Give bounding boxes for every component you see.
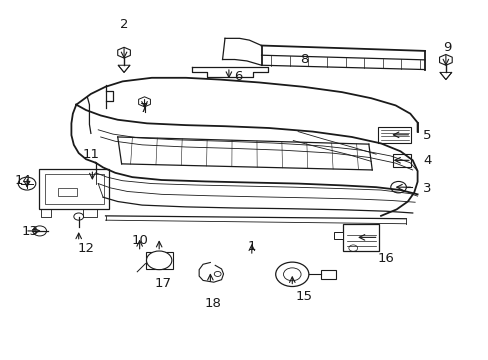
Bar xyxy=(343,224,378,251)
Text: 14: 14 xyxy=(14,174,31,186)
Text: 11: 11 xyxy=(82,148,99,161)
Bar xyxy=(333,232,343,239)
Text: 3: 3 xyxy=(422,183,431,195)
Circle shape xyxy=(146,251,171,270)
Circle shape xyxy=(275,262,308,287)
Polygon shape xyxy=(118,47,130,58)
Bar xyxy=(320,270,335,279)
Text: 5: 5 xyxy=(422,129,431,142)
Circle shape xyxy=(74,213,83,220)
Text: 7: 7 xyxy=(140,102,148,115)
Text: 18: 18 xyxy=(204,297,221,310)
Polygon shape xyxy=(439,72,451,80)
Polygon shape xyxy=(439,54,451,65)
Circle shape xyxy=(33,226,46,236)
Text: 9: 9 xyxy=(442,41,450,54)
Circle shape xyxy=(214,271,221,276)
Text: 16: 16 xyxy=(377,252,393,265)
Text: 10: 10 xyxy=(131,234,148,247)
Bar xyxy=(377,127,410,143)
Text: 15: 15 xyxy=(295,290,312,303)
Bar xyxy=(39,169,109,209)
Polygon shape xyxy=(118,65,130,72)
Bar xyxy=(58,188,77,196)
Bar xyxy=(392,154,410,167)
Polygon shape xyxy=(138,97,150,107)
Text: 4: 4 xyxy=(422,154,430,167)
Circle shape xyxy=(18,177,36,190)
Text: 13: 13 xyxy=(21,225,39,238)
Bar xyxy=(44,174,103,204)
Circle shape xyxy=(390,181,406,193)
Text: 8: 8 xyxy=(299,53,307,66)
Text: 12: 12 xyxy=(78,242,94,255)
Text: 6: 6 xyxy=(234,69,243,82)
Text: 1: 1 xyxy=(247,240,256,253)
Text: 2: 2 xyxy=(120,18,128,31)
Text: 17: 17 xyxy=(154,278,171,291)
Bar xyxy=(145,252,172,269)
